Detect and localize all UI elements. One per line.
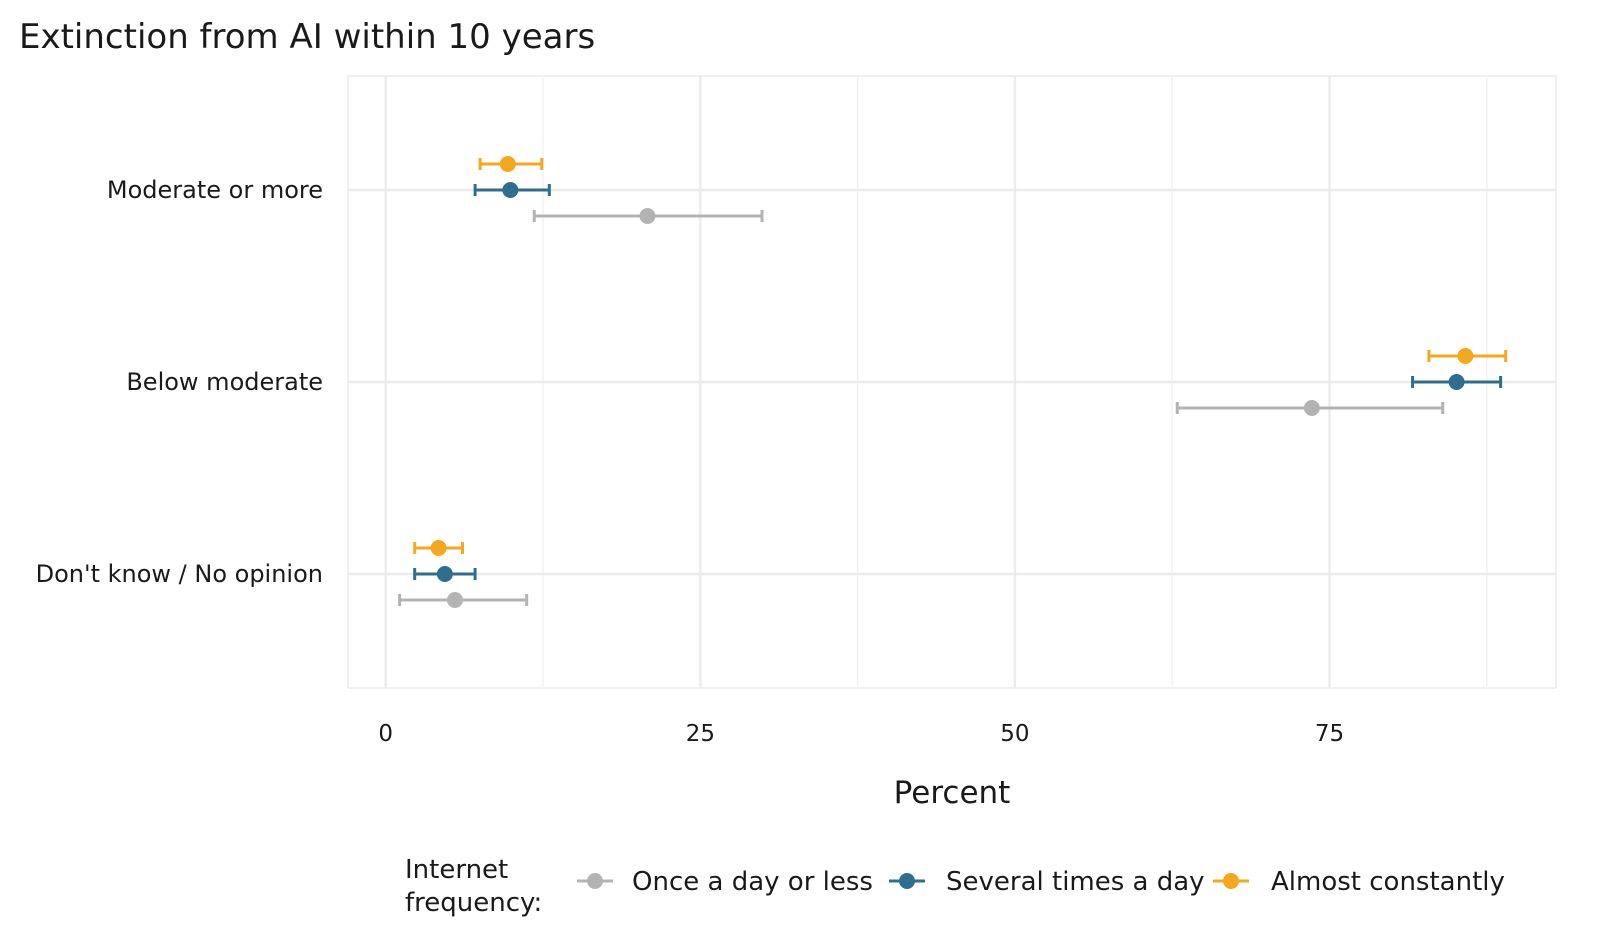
data-point [1457,348,1474,364]
legend-key-point [899,873,915,889]
data-point [1448,374,1465,390]
legend-title: frequency: [405,888,542,918]
x-tick-label: 0 [378,721,393,747]
x-tick-label: 75 [1315,721,1344,747]
x-tick-label: 50 [1000,721,1029,747]
data-point [430,540,447,556]
error-bar [398,594,529,606]
x-tick-label: 25 [686,721,715,747]
data-point [1303,400,1320,416]
data-point [499,156,516,172]
data-point [446,592,463,608]
legend-key-point [1223,873,1239,889]
legend-label: Almost constantly [1271,867,1505,897]
data-point [502,182,519,198]
x-axis-labels: 0 25 50 75 [378,721,1344,747]
grid [348,76,1556,688]
y-axis-labels: Moderate or more Below moderate Don't know… [36,176,323,588]
category-label: Don't know / No opinion [36,560,323,588]
legend-label: Once a day or less [632,867,873,897]
data-marks [398,156,1508,608]
legend-key-point [587,873,603,889]
category-label: Below moderate [126,368,323,396]
legend-title: Internet [405,855,508,885]
category-label: Moderate or more [107,176,323,204]
data-point [639,208,656,224]
x-axis-title: Percent [894,775,1011,811]
chart-title: Extinction from AI within 10 years [19,17,595,57]
legend-label: Several times a day [946,867,1205,897]
data-point [436,566,453,582]
